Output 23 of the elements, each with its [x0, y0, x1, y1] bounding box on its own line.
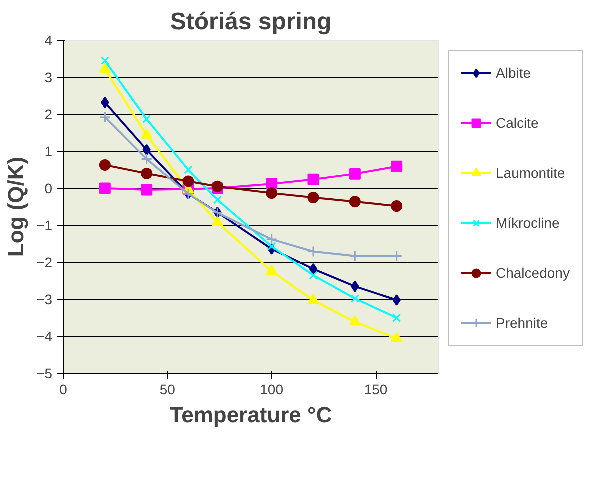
- y-tick-label: −3: [36, 292, 53, 308]
- x-tick-label: 50: [160, 382, 176, 398]
- x-tick-label: 150: [364, 382, 388, 398]
- y-tick-label: 2: [44, 106, 53, 122]
- x-tick-label: 0: [60, 382, 68, 398]
- legend-label: Chalcedony: [496, 265, 570, 281]
- y-tick-label: 4: [44, 32, 53, 48]
- y-tick-label: 0: [44, 180, 53, 196]
- y-tick-label: −5: [36, 366, 53, 382]
- legend-label: Prehnite: [496, 315, 548, 331]
- y-tick-label: 1: [44, 144, 53, 160]
- chart-title: Stóriás spring: [170, 8, 332, 36]
- y-tick-label: −1: [36, 218, 53, 234]
- legend-label: Míkrocline: [496, 215, 560, 231]
- legend-label: Laumontite: [496, 165, 566, 181]
- y-tick-label: 3: [44, 70, 53, 86]
- y-tick-label: −2: [36, 254, 53, 270]
- x-axis-title: Temperature °C: [170, 402, 332, 428]
- legend-label: Albite: [496, 65, 532, 81]
- legend-label: Calcite: [496, 115, 539, 131]
- y-axis-title: Log (Q/K): [4, 156, 29, 258]
- y-tick-label: −4: [36, 328, 53, 344]
- x-tick-label: 100: [260, 382, 284, 398]
